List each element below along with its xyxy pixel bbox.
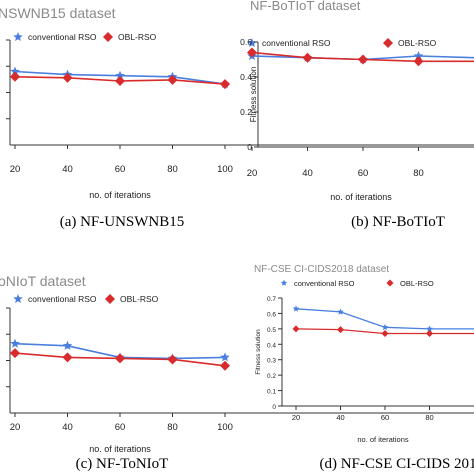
y-tick-label: 0.1 (267, 389, 276, 396)
chart-title: oNIoT dataset (0, 273, 86, 289)
data-point (381, 323, 389, 331)
y-tick-label: 0 (272, 404, 276, 411)
y-tick-label: 0.2 (267, 373, 276, 380)
x-tick-label: 20 (10, 164, 21, 175)
legend-label: conventional RSO (28, 294, 97, 304)
legend-marker-obl (105, 294, 115, 304)
chart-panel-1: NSWNB15 dataset conventional RSO OBL-RSO 20… (0, 5, 474, 230)
x-tick-label: 80 (167, 164, 178, 175)
data-point (115, 70, 125, 80)
chart-panel-3: oNIoT dataset conventional RSO OBL-RSO 20 40… (0, 273, 474, 472)
x-tick-label: 40 (62, 164, 73, 175)
panel-caption: (a) NF-UNSWNB15 (60, 214, 185, 230)
chart-title: NF-CSE CI-CIDS2018 dataset (254, 264, 389, 275)
legend-marker-conventional (13, 32, 23, 41)
y-tick-label: 0.4 (240, 72, 252, 82)
data-point (10, 338, 20, 348)
y-axis-label: Fitness solution (255, 329, 262, 375)
chart-panel-4: NF-CSE CI-CIDS2018 dataset conventional R… (254, 264, 474, 472)
data-point (62, 340, 73, 350)
x-tick-label: 80 (425, 413, 433, 422)
legend-marker-obl (386, 279, 394, 287)
x-tick-label: 100 (217, 422, 233, 433)
x-axis-label: no. of iterations (89, 190, 151, 200)
legend-marker-obl (383, 38, 393, 48)
legend-marker-obl (103, 32, 113, 42)
data-point (115, 353, 125, 364)
x-tick-label: 60 (115, 422, 126, 433)
x-tick-label: 20 (292, 413, 300, 422)
data-point (167, 354, 178, 365)
x-axis-label: no. of iterations (330, 192, 392, 202)
chart-title: NSWNB15 dataset (0, 5, 116, 21)
legend-label: conventional RSO (28, 32, 97, 42)
data-point (62, 72, 73, 83)
data-point (413, 56, 424, 67)
x-tick-label: 60 (115, 164, 126, 175)
data-point (10, 348, 20, 359)
x-tick-label: 20 (10, 422, 21, 433)
data-point (247, 47, 257, 58)
x-tick-label: 80 (167, 422, 178, 433)
legend-label: OBL-RSO (398, 38, 437, 48)
data-point (381, 329, 389, 337)
legend-marker-conventional (247, 38, 257, 47)
panel-caption: (d) NF-CSE CI-CIDS 201 (319, 456, 474, 472)
data-point (10, 71, 20, 82)
data-point (292, 325, 300, 333)
x-tick-label: 40 (336, 413, 344, 422)
legend-label: OBL-RSO (120, 294, 159, 304)
x-tick-label: 100 (217, 164, 233, 175)
data-point (10, 66, 20, 76)
y-tick-label: 0.7 (267, 296, 276, 303)
x-axis-label: no. of iterations (357, 435, 409, 444)
legend-label: OBL-RSO (400, 279, 434, 288)
legend-marker-conventional (280, 279, 288, 286)
legend-label: conventional RSO (262, 38, 331, 48)
chart-panel-2: NF-BoTIoT dataset conventional RSO OBL-RSO… (240, 0, 474, 230)
y-tick-label: 0.6 (267, 311, 276, 318)
data-point (220, 360, 230, 371)
data-point (337, 326, 344, 334)
data-point (115, 75, 125, 86)
y-tick-label: 0.2 (240, 107, 252, 117)
x-tick-label: 80 (413, 168, 424, 179)
x-tick-label: 60 (381, 413, 389, 422)
x-axis-label: no. of iterations (89, 444, 151, 454)
legend-marker-conventional (13, 294, 23, 303)
panel-caption: (c) NF-ToNIoT (76, 456, 169, 472)
x-tick-label: 40 (302, 168, 313, 179)
data-point (220, 79, 230, 90)
data-point (302, 52, 313, 63)
x-tick-label: 40 (62, 422, 73, 433)
data-point (426, 329, 433, 337)
data-point (292, 305, 300, 312)
y-tick-label: 0.5 (267, 327, 276, 334)
data-point (426, 325, 433, 332)
legend-label: OBL-RSO (118, 32, 157, 42)
data-point (337, 308, 344, 315)
data-point (358, 54, 368, 65)
data-point (413, 51, 424, 60)
y-tick-label: 0.4 (267, 342, 276, 349)
panel-caption: (b) NF-BoTIoT (351, 214, 445, 230)
x-tick-label: 20 (247, 168, 258, 179)
y-axis-label: Fitness solution (249, 67, 258, 123)
data-point (167, 74, 178, 85)
chart-title: NF-BoTIoT dataset (250, 0, 361, 13)
data-point (62, 352, 73, 363)
x-tick-label: 60 (358, 168, 369, 179)
legend-label: conventional RSO (294, 279, 355, 288)
y-tick-label: 0.3 (267, 358, 276, 365)
data-point (220, 352, 230, 362)
y-tick-label: 0 (247, 142, 252, 152)
y-tick-label: 0.6 (240, 37, 252, 47)
